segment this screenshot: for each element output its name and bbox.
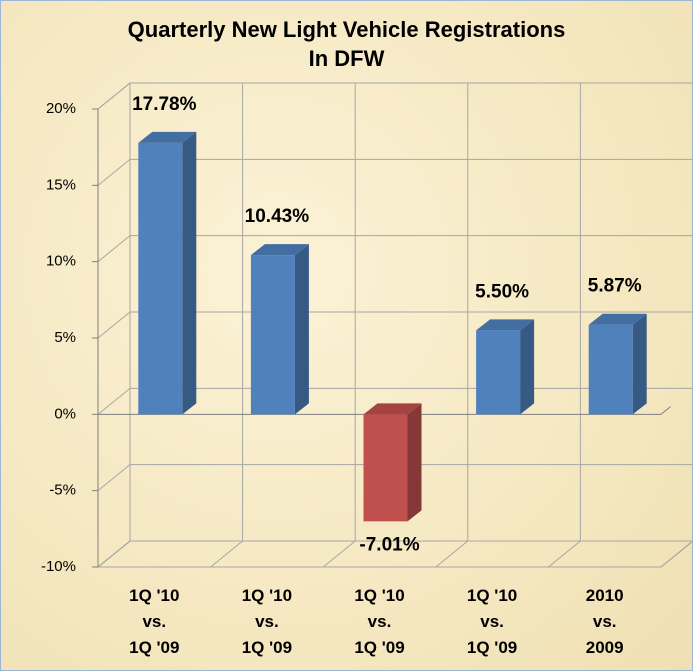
value-label: 5.87%	[588, 276, 642, 297]
value-label: 17.78%	[132, 94, 197, 115]
side-grid-line	[97, 311, 131, 339]
value-label: 5.50%	[475, 281, 529, 302]
bar-side	[632, 313, 647, 415]
bar-side	[407, 403, 422, 522]
floor-line	[660, 541, 692, 568]
side-grid-line	[97, 158, 131, 186]
side-grid-line	[97, 387, 131, 415]
value-label: 10.43%	[245, 206, 310, 227]
bar-side	[294, 244, 309, 415]
side-grid-line	[97, 540, 131, 568]
x-tick-label: 1Q '10 vs. 1Q '09	[466, 586, 518, 657]
bar-top	[476, 319, 535, 331]
y-tick-label: 15%	[46, 176, 76, 193]
bar	[138, 142, 183, 415]
floor-line	[210, 540, 243, 568]
x-tick-label: 1Q '10 vs. 1Q '09	[354, 586, 405, 657]
side-grid-line	[97, 464, 131, 492]
x-tick-label: 1Q '10 vs. 1Q '09	[129, 586, 180, 657]
bar	[588, 324, 633, 415]
bar	[363, 414, 408, 522]
y-tick-label: 10%	[46, 253, 76, 270]
bar	[476, 330, 521, 415]
y-tick-label: 0%	[54, 405, 76, 422]
side-grid-line	[97, 235, 131, 263]
bar-side	[182, 131, 197, 415]
bar-top	[250, 244, 309, 256]
bar-top	[363, 403, 422, 415]
side-grid-line	[97, 82, 131, 110]
chart-title: Quarterly New Light Vehicle Registration…	[127, 17, 566, 71]
y-tick-label: 20%	[46, 100, 76, 117]
zero-line-back	[660, 406, 671, 415]
x-tick-label: 1Q '10 vs. 1Q '09	[241, 586, 293, 657]
x-tick-label: 2010 vs. 2009	[585, 586, 624, 657]
bar	[250, 255, 295, 415]
value-label: -7.01%	[359, 534, 419, 555]
bar-side	[520, 319, 535, 415]
bar-top	[138, 131, 197, 143]
y-tick-label: -5%	[49, 482, 76, 499]
floor-line	[548, 540, 581, 568]
floor-line	[322, 540, 356, 568]
floor-line	[435, 540, 469, 568]
y-tick-label: -10%	[41, 558, 76, 575]
y-tick-label: 5%	[54, 329, 76, 346]
bar-top	[588, 313, 647, 325]
